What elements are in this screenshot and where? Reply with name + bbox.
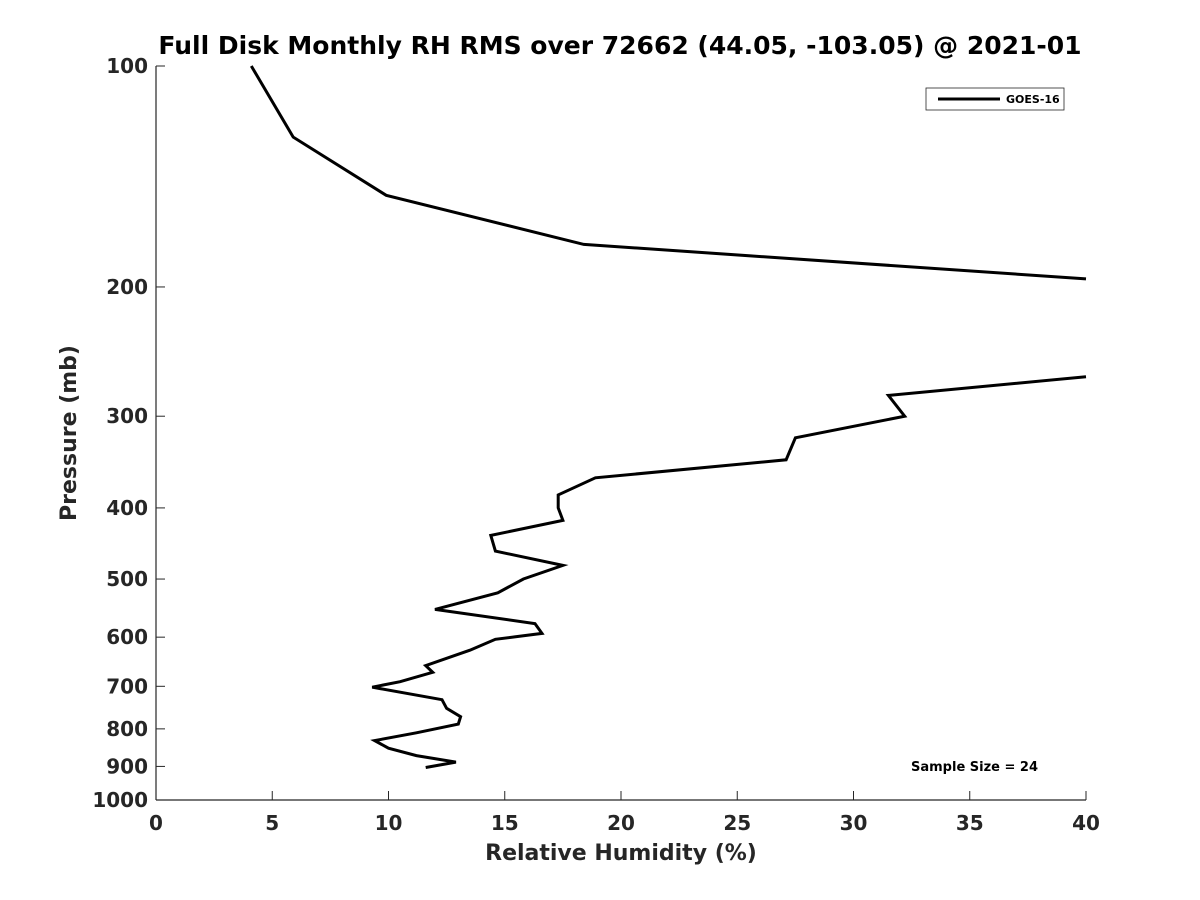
- y-tick-label-4: 500: [106, 567, 148, 591]
- y-tick-label-9: 1000: [92, 788, 148, 812]
- series-layer: [250, 65, 1087, 769]
- x-tick-label-1: 5: [265, 811, 279, 835]
- y-tick-label-1: 200: [106, 275, 148, 299]
- x-axis-label: Relative Humidity (%): [485, 841, 757, 866]
- sample-size-annotation: Sample Size = 24: [911, 760, 1038, 775]
- y-tick-label-2: 300: [106, 404, 148, 428]
- y-tick-label-3: 400: [106, 496, 148, 520]
- series-line-goes-16-segment-0: [250, 65, 1087, 281]
- y-tick-label-7: 800: [106, 717, 148, 741]
- series-line-goes-16-segment-1: [370, 375, 1087, 769]
- chart-title: Full Disk Monthly RH RMS over 72662 (44.…: [158, 31, 1081, 60]
- y-tick-label-5: 600: [106, 625, 148, 649]
- legend-entry-goes-16: GOES-16: [1006, 93, 1060, 106]
- y-tick-label-8: 900: [106, 754, 148, 778]
- y-axis-label: Pressure (mb): [57, 345, 82, 521]
- x-tick-label-3: 15: [491, 811, 519, 835]
- x-tick-label-8: 40: [1072, 811, 1100, 835]
- y-tick-label-0: 100: [106, 54, 148, 78]
- x-tick-label-7: 35: [956, 811, 984, 835]
- x-tick-label-0: 0: [149, 811, 163, 835]
- x-ticks: 0 5 10 15 20 25 30 35 40: [149, 791, 1100, 835]
- x-tick-label-5: 25: [723, 811, 751, 835]
- y-ticks: 100 200 300 400 500 600 700 800 900 1000: [92, 54, 165, 812]
- x-tick-label-2: 10: [375, 811, 403, 835]
- y-tick-label-6: 700: [106, 674, 148, 698]
- x-tick-label-4: 20: [607, 811, 635, 835]
- x-tick-label-6: 30: [840, 811, 868, 835]
- legend: GOES-16: [925, 87, 1065, 111]
